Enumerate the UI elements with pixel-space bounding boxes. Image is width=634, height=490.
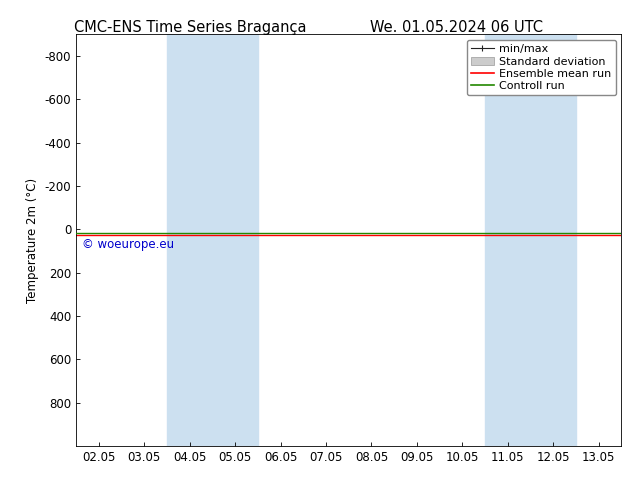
Bar xyxy=(485,34,576,446)
Bar xyxy=(167,34,258,446)
Legend: min/max, Standard deviation, Ensemble mean run, Controll run: min/max, Standard deviation, Ensemble me… xyxy=(467,40,616,96)
Text: CMC-ENS Time Series Bragança: CMC-ENS Time Series Bragança xyxy=(74,20,306,35)
Text: © woeurope.eu: © woeurope.eu xyxy=(82,238,174,251)
Text: We. 01.05.2024 06 UTC: We. 01.05.2024 06 UTC xyxy=(370,20,543,35)
Y-axis label: Temperature 2m (°C): Temperature 2m (°C) xyxy=(26,177,39,303)
